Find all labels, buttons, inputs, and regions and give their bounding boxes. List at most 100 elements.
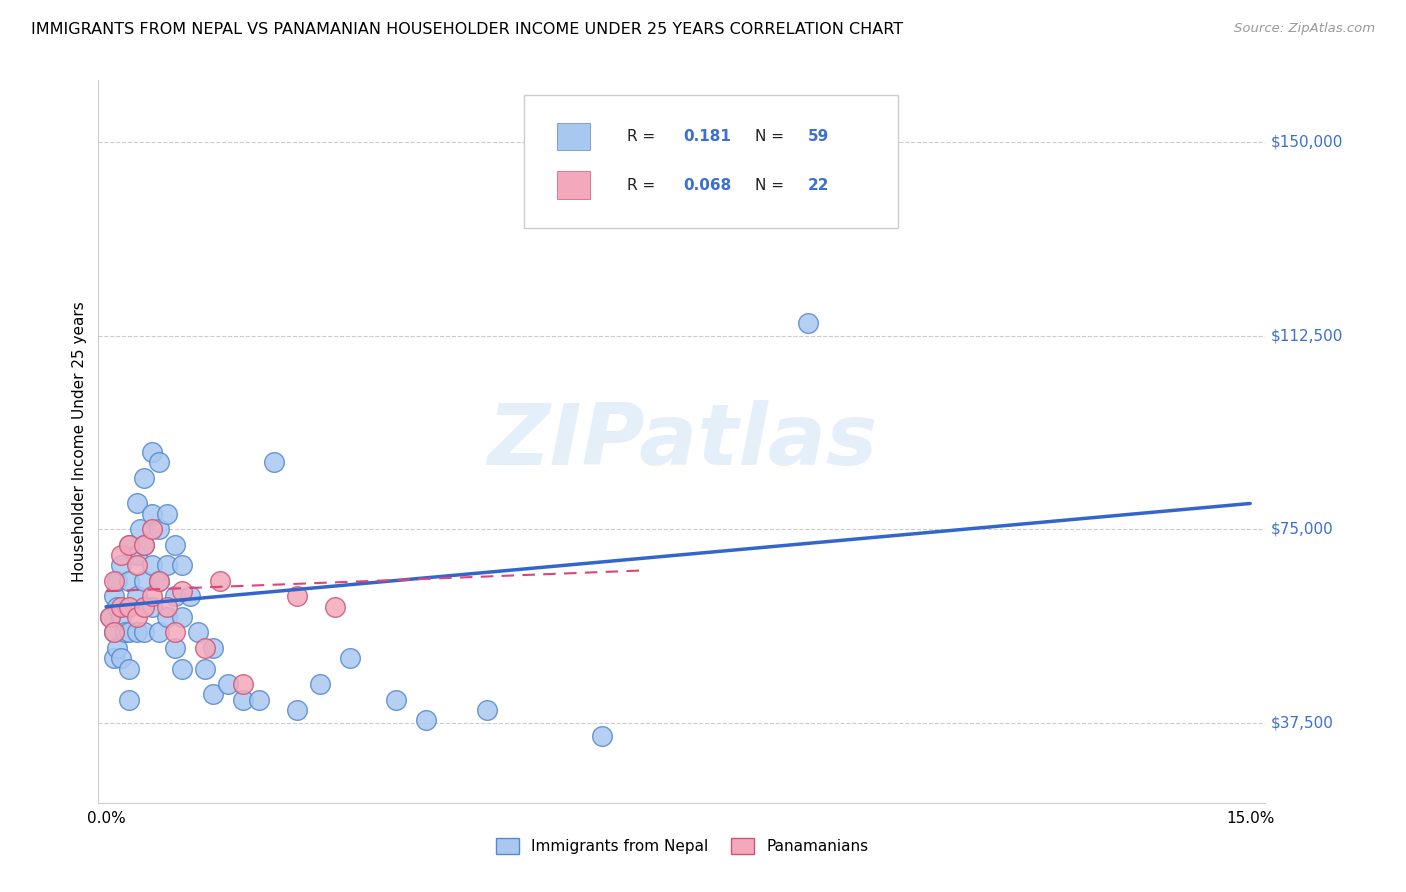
Point — [141, 599, 163, 614]
Point — [110, 599, 132, 614]
Point — [118, 538, 141, 552]
Point — [129, 522, 152, 536]
Text: $112,500: $112,500 — [1271, 328, 1344, 343]
Point — [118, 574, 141, 588]
Point — [156, 507, 179, 521]
Text: Source: ZipAtlas.com: Source: ZipAtlas.com — [1234, 22, 1375, 36]
Point — [148, 574, 170, 588]
Point — [118, 662, 141, 676]
Point — [125, 625, 148, 640]
Point — [141, 522, 163, 536]
Point — [194, 662, 217, 676]
Text: $150,000: $150,000 — [1271, 135, 1344, 150]
Point — [107, 574, 129, 588]
Point — [477, 703, 499, 717]
Point — [134, 538, 156, 552]
Point — [118, 538, 141, 552]
Point — [415, 713, 437, 727]
Point — [591, 729, 613, 743]
Point — [103, 625, 125, 640]
Point — [172, 558, 194, 573]
Text: $75,000: $75,000 — [1271, 522, 1334, 537]
Point — [172, 610, 194, 624]
Point — [107, 599, 129, 614]
Point — [232, 677, 254, 691]
Point — [247, 692, 270, 706]
Point — [110, 651, 132, 665]
Text: $37,500: $37,500 — [1271, 715, 1334, 731]
Point — [103, 625, 125, 640]
Point — [103, 574, 125, 588]
Point — [232, 692, 254, 706]
Point — [110, 610, 132, 624]
Text: R =: R = — [627, 129, 661, 145]
Point — [285, 590, 308, 604]
Text: R =: R = — [627, 178, 661, 193]
Point — [797, 316, 820, 330]
Point — [156, 599, 179, 614]
Point — [125, 548, 148, 562]
Point — [339, 651, 361, 665]
Point — [134, 538, 156, 552]
Point — [125, 558, 148, 573]
Point — [385, 692, 408, 706]
Point — [134, 471, 156, 485]
Point — [141, 590, 163, 604]
Point — [148, 625, 170, 640]
Text: 0.181: 0.181 — [683, 129, 731, 145]
Point — [323, 599, 346, 614]
Point — [163, 640, 186, 655]
Point — [107, 640, 129, 655]
Point — [308, 677, 330, 691]
Point — [209, 574, 232, 588]
Text: ZIPatlas: ZIPatlas — [486, 400, 877, 483]
Point — [134, 599, 156, 614]
Point — [103, 590, 125, 604]
Point — [110, 548, 132, 562]
Point — [125, 590, 148, 604]
Legend: Immigrants from Nepal, Panamanians: Immigrants from Nepal, Panamanians — [489, 832, 875, 860]
Point — [98, 610, 121, 624]
Y-axis label: Householder Income Under 25 years: Householder Income Under 25 years — [72, 301, 87, 582]
Point — [172, 662, 194, 676]
Point — [118, 599, 141, 614]
Point — [156, 558, 179, 573]
Point — [114, 625, 136, 640]
Point — [141, 507, 163, 521]
Point — [134, 625, 156, 640]
Point — [163, 590, 186, 604]
Text: 0.068: 0.068 — [683, 178, 731, 193]
Point — [98, 610, 121, 624]
FancyBboxPatch shape — [557, 171, 591, 199]
Point — [217, 677, 239, 691]
Point — [263, 455, 285, 469]
Point — [141, 558, 163, 573]
Point — [134, 574, 156, 588]
Point — [148, 455, 170, 469]
Text: N =: N = — [755, 178, 789, 193]
Point — [187, 625, 209, 640]
Point — [156, 610, 179, 624]
Point — [125, 496, 148, 510]
FancyBboxPatch shape — [557, 123, 591, 151]
Point — [194, 640, 217, 655]
Point — [285, 703, 308, 717]
Point — [163, 538, 186, 552]
Point — [148, 522, 170, 536]
Point — [163, 625, 186, 640]
Point — [141, 445, 163, 459]
Point — [148, 574, 170, 588]
Point — [103, 651, 125, 665]
Point — [179, 590, 201, 604]
Text: IMMIGRANTS FROM NEPAL VS PANAMANIAN HOUSEHOLDER INCOME UNDER 25 YEARS CORRELATIO: IMMIGRANTS FROM NEPAL VS PANAMANIAN HOUS… — [31, 22, 903, 37]
Point — [172, 584, 194, 599]
Point — [201, 640, 224, 655]
Point — [125, 610, 148, 624]
Text: 22: 22 — [808, 178, 830, 193]
FancyBboxPatch shape — [524, 95, 898, 228]
Text: N =: N = — [755, 129, 789, 145]
Point — [110, 558, 132, 573]
Point — [201, 687, 224, 701]
Point — [118, 692, 141, 706]
Point — [118, 625, 141, 640]
